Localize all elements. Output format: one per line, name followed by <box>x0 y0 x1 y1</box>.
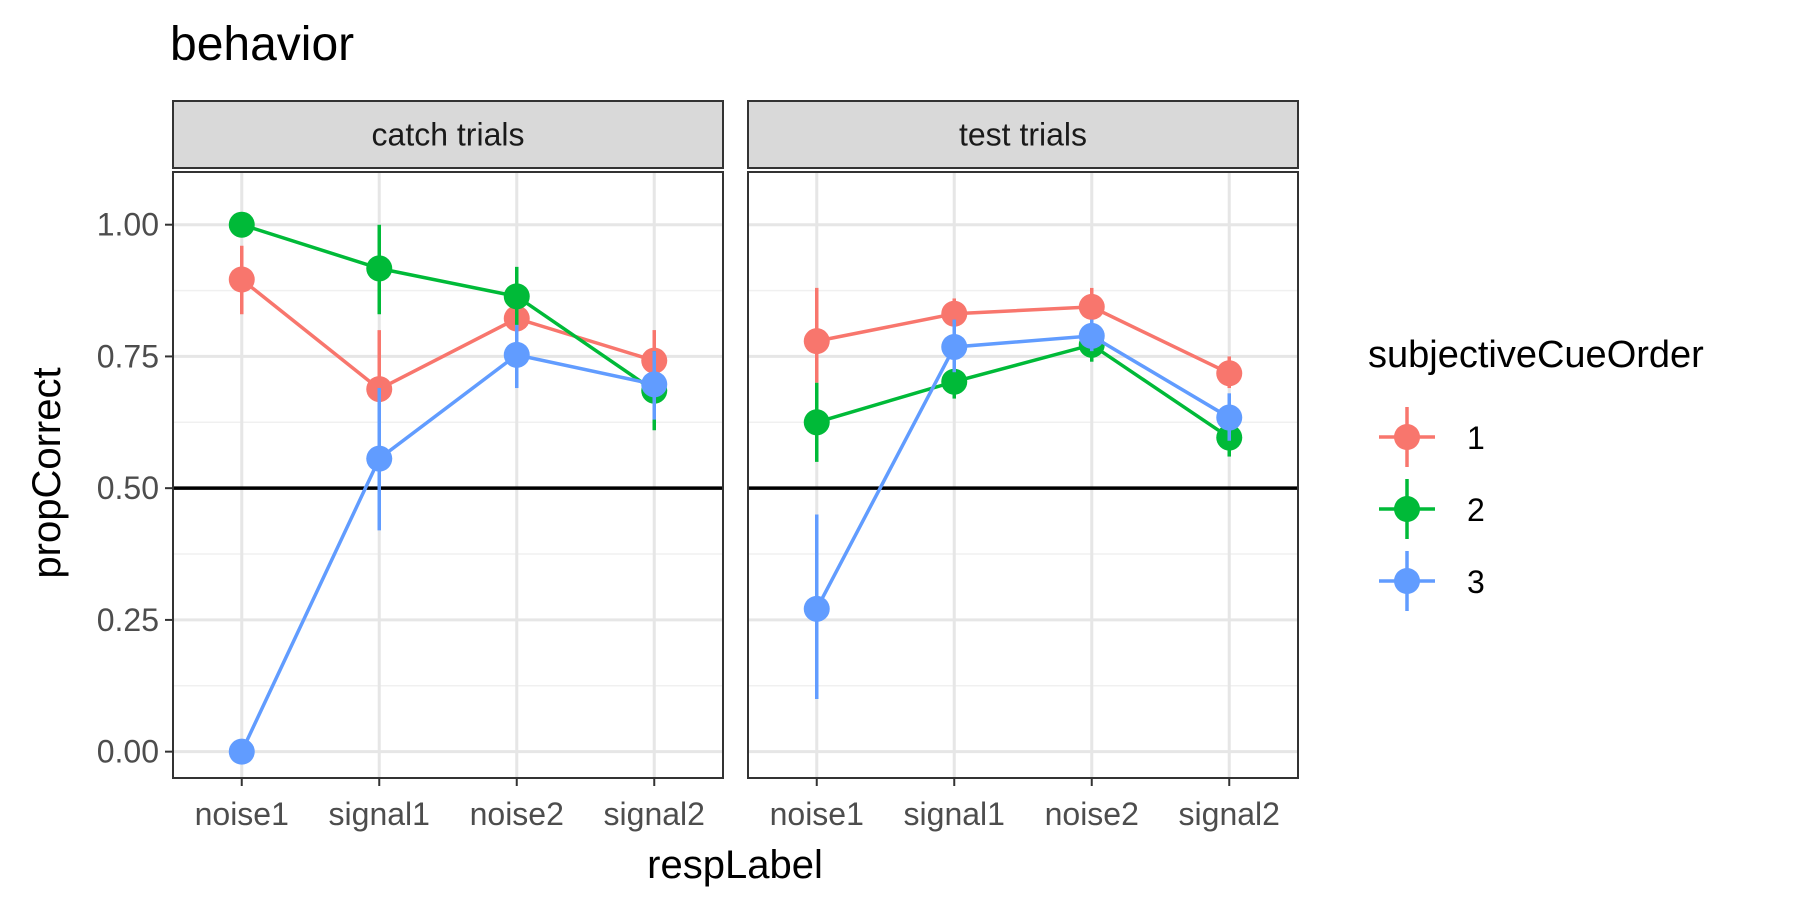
panel-background <box>748 172 1298 778</box>
data-point <box>941 368 968 395</box>
legend-key-point <box>1394 424 1420 450</box>
legend: 1 2 3 <box>1379 407 1485 611</box>
y-tick-label: 0.00 <box>97 734 159 770</box>
series-line <box>240 352 655 753</box>
data-point <box>366 255 393 282</box>
panel-test-trials: test trials noise1 signal1 noise2 signal2 <box>747 100 1299 832</box>
series-line <box>816 305 1231 375</box>
y-tick-label: 0.50 <box>97 470 159 506</box>
data-point <box>1216 360 1243 387</box>
x-tick-label: noise2 <box>1045 796 1139 832</box>
data-point <box>366 445 393 472</box>
series-2 <box>803 324 1243 462</box>
x-tick-label: signal1 <box>904 796 1005 832</box>
data-point <box>228 266 255 293</box>
legend-title: subjectiveCueOrder <box>1368 334 1704 376</box>
data-point <box>1216 404 1243 431</box>
x-tick-label: noise1 <box>195 796 289 832</box>
legend-item-3: 3 <box>1379 551 1485 611</box>
legend-key-point <box>1394 496 1420 522</box>
data-point <box>941 333 968 360</box>
series-3 <box>228 324 668 765</box>
y-axis: 0.00 0.25 0.50 0.75 1.00 <box>97 207 173 770</box>
data-point <box>641 371 668 398</box>
data-point <box>803 595 830 622</box>
chart-title: behavior <box>170 18 354 71</box>
data-point <box>228 211 255 238</box>
y-axis-label: propCorrect <box>25 367 69 578</box>
series-line <box>241 223 656 393</box>
data-point <box>803 409 830 436</box>
data-point <box>228 738 255 765</box>
panel-catch-trials: catch trials noise1 signal1 noise2 signal2 <box>172 100 724 832</box>
x-axis-label: respLabel <box>647 843 823 887</box>
data-point <box>503 283 530 310</box>
y-tick-label: 0.75 <box>97 338 159 374</box>
series-3 <box>803 319 1243 699</box>
y-tick-label: 1.00 <box>97 207 159 243</box>
series-line <box>816 342 1231 440</box>
data-point <box>1078 322 1105 349</box>
x-tick-label: noise2 <box>470 796 564 832</box>
legend-item-2: 2 <box>1379 479 1485 539</box>
series-line <box>240 278 655 392</box>
legend-item-label: 2 <box>1467 492 1485 528</box>
legend-item-1: 1 <box>1379 407 1485 467</box>
facet-strip-label: catch trials <box>372 117 525 153</box>
data-point <box>1078 293 1105 320</box>
facet-strip-label: test trials <box>959 117 1087 153</box>
panel-border <box>172 171 724 779</box>
facet-strip <box>747 100 1299 169</box>
x-tick-label: signal2 <box>1179 796 1280 832</box>
x-tick-label: noise1 <box>770 796 864 832</box>
data-point <box>803 328 830 355</box>
panel-border <box>747 171 1299 779</box>
data-point <box>503 341 530 368</box>
legend-item-label: 1 <box>1467 420 1485 456</box>
data-point <box>941 300 968 327</box>
legend-key-point <box>1394 568 1420 594</box>
x-tick-label: signal1 <box>329 796 430 832</box>
panel-background <box>173 172 723 778</box>
y-tick-label: 0.25 <box>97 602 159 638</box>
x-tick-label: signal2 <box>604 796 705 832</box>
legend-item-label: 3 <box>1467 564 1485 600</box>
series-line <box>815 334 1231 610</box>
series-1 <box>803 287 1243 389</box>
facet-strip <box>172 100 724 169</box>
